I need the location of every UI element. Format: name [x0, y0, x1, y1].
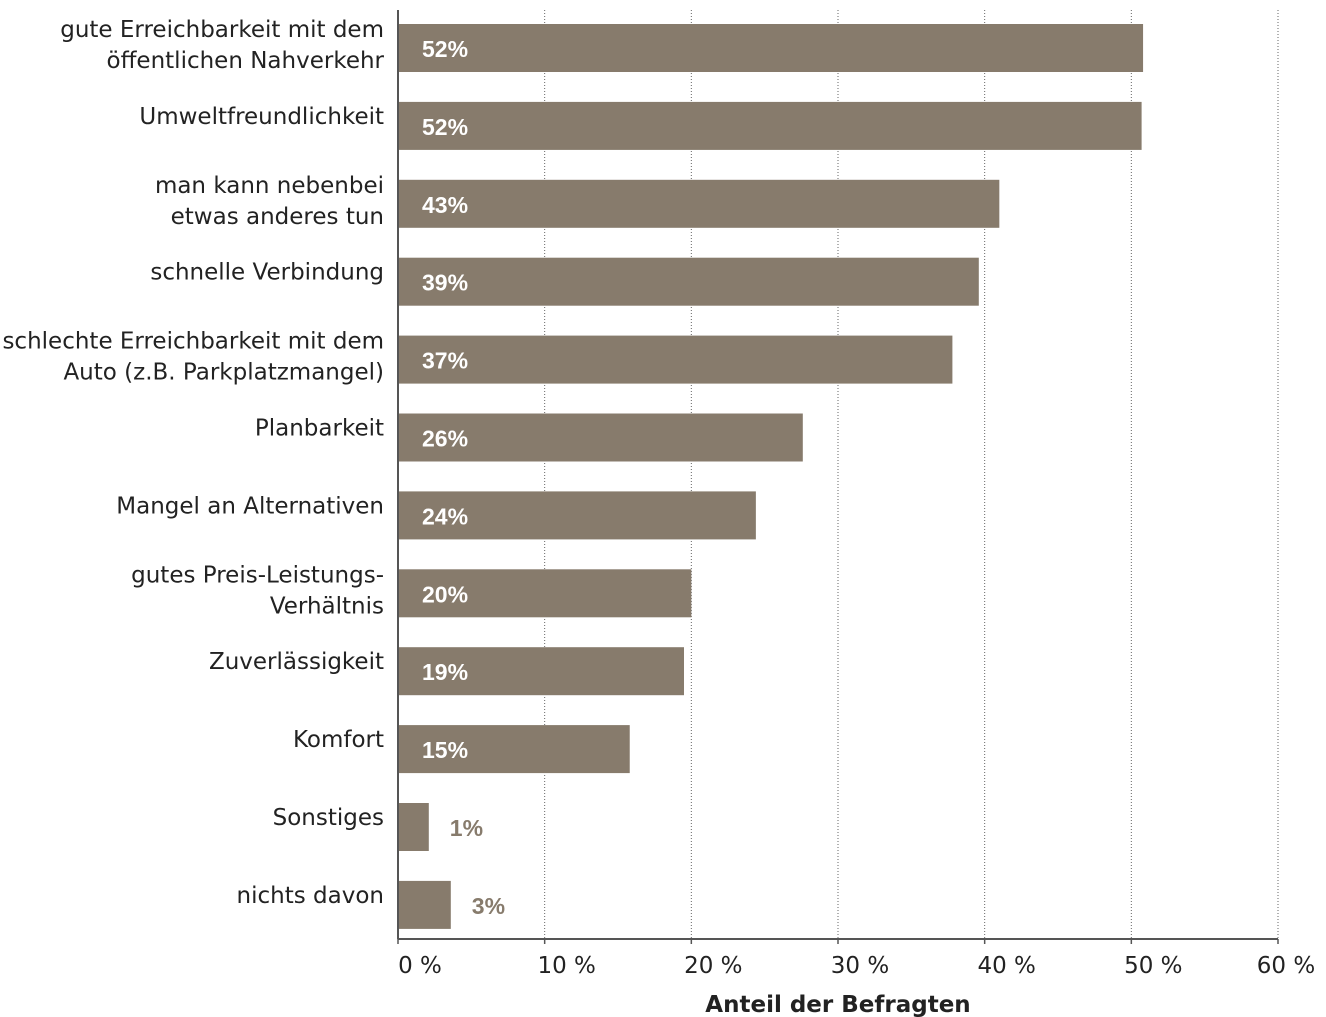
category-label: Zuverlässigkeit — [209, 649, 384, 675]
bar — [398, 569, 692, 618]
category-label: Mangel an Alternativen — [116, 493, 384, 519]
x-tick-label: 0 % — [398, 953, 442, 979]
x-tick-label: 60 % — [1257, 953, 1315, 979]
data-label: 43% — [422, 192, 468, 218]
bar — [398, 335, 953, 384]
bar — [398, 803, 429, 851]
category-label: Planbarkeit — [255, 416, 384, 442]
bar — [398, 491, 756, 540]
data-label: 20% — [422, 581, 468, 607]
data-label: 52% — [422, 114, 468, 140]
x-tick-label: 20 % — [684, 953, 742, 979]
category-label: Verhältnis — [270, 593, 384, 619]
x-tick-label: 30 % — [831, 953, 889, 979]
category-label: schlechte Erreichbarkeit mit dem — [2, 329, 384, 355]
category-label: Komfort — [293, 727, 384, 753]
bars — [398, 24, 1144, 929]
data-label: 37% — [422, 348, 468, 374]
data-label: 26% — [422, 426, 468, 452]
x-tick-label: 50 % — [1124, 953, 1182, 979]
category-label: schnelle Verbindung — [150, 260, 384, 286]
data-label: 1% — [450, 815, 483, 841]
category-label: gutes Preis-Leistungs- — [131, 562, 384, 588]
data-label: 3% — [472, 893, 505, 919]
labels: 52% gute Erreichbarkeit mit dem öffentlich… — [2, 17, 1315, 979]
data-label: 52% — [422, 36, 468, 62]
grid-lines — [544, 10, 1279, 939]
x-tick-label: 40 % — [977, 953, 1035, 979]
category-label: man kann nebenbei — [155, 173, 384, 199]
bar — [398, 413, 803, 462]
data-label: 39% — [422, 270, 468, 296]
data-label: 24% — [422, 503, 468, 529]
axes — [397, 10, 1279, 944]
bar — [398, 257, 979, 306]
category-label: öffentlichen Nahverkehr — [107, 48, 385, 74]
bar — [398, 725, 630, 774]
category-label: Auto (z.B. Parkplatzmangel) — [63, 360, 384, 386]
data-label: 15% — [422, 737, 468, 763]
bar — [398, 179, 1000, 228]
bar — [398, 880, 451, 929]
bar — [398, 647, 684, 696]
category-label: nichts davon — [237, 883, 384, 909]
category-label: Umweltfreundlichkeit — [139, 104, 384, 130]
bar — [398, 24, 1144, 72]
category-label: gute Erreichbarkeit mit dem — [60, 17, 384, 43]
category-label: etwas anderes tun — [171, 204, 384, 230]
bar — [398, 101, 1142, 150]
x-tick-label: 10 % — [537, 953, 595, 979]
data-label: 19% — [422, 659, 468, 685]
x-axis-title: Anteil der Befragten — [705, 992, 970, 1017]
category-label: Sonstiges — [273, 805, 384, 831]
